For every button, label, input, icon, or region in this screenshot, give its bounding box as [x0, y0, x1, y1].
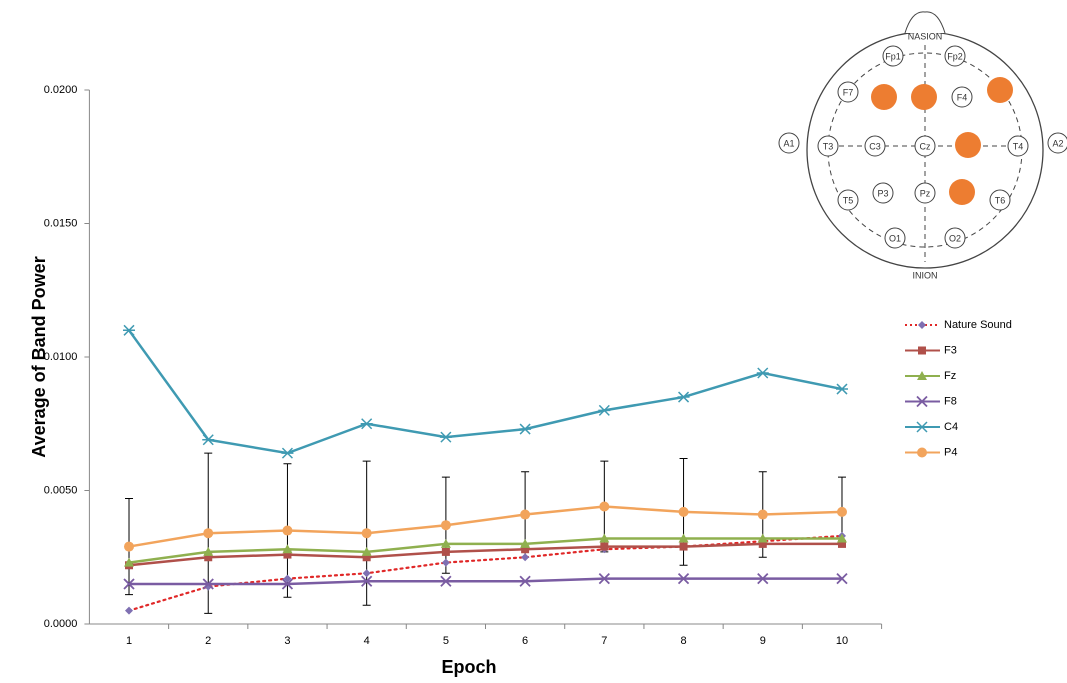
- x-tick-label: 9: [760, 635, 766, 647]
- x-tick-label: 7: [601, 635, 607, 647]
- electrode-label: O2: [949, 233, 961, 243]
- series-line: [129, 544, 842, 565]
- electrode-label: T3: [823, 141, 834, 151]
- series-line: [129, 507, 842, 547]
- chart: Average of Band Power Epoch 0.00000.0050…: [0, 0, 1067, 683]
- series-line: [129, 579, 842, 584]
- legend-label: P4: [944, 446, 957, 458]
- marker: [599, 502, 609, 512]
- electrode-label: T5: [843, 195, 854, 205]
- electrode-label: Fp1: [885, 51, 901, 61]
- y-tick-label: 0.0200: [44, 84, 78, 96]
- electrode-label: A2: [1052, 138, 1063, 148]
- legend-label: C4: [944, 421, 958, 433]
- legend-label: F3: [944, 344, 957, 356]
- marker: [837, 507, 847, 517]
- marker: [598, 405, 610, 415]
- marker: [917, 448, 927, 458]
- electrode-label: T4: [1013, 141, 1024, 151]
- electrode-label: C3: [869, 141, 881, 151]
- x-tick-label: 3: [284, 635, 290, 647]
- nasion-label: NASION: [908, 31, 943, 41]
- marker: [125, 607, 133, 615]
- marker: [442, 548, 450, 556]
- legend-label: Fz: [944, 370, 956, 382]
- marker: [203, 528, 213, 538]
- marker: [520, 510, 530, 520]
- x-tick-label: 1: [126, 635, 132, 647]
- active-electrode: [911, 84, 937, 110]
- inion-label: INION: [912, 270, 937, 280]
- marker: [918, 321, 926, 329]
- marker: [440, 432, 452, 442]
- marker: [202, 435, 214, 445]
- marker: [757, 368, 769, 378]
- electrode-label: F7: [843, 87, 854, 97]
- y-tick-label: 0.0100: [44, 351, 78, 363]
- active-electrode: [949, 179, 975, 205]
- legend-label: Nature Sound: [944, 319, 1012, 331]
- x-tick-label: 4: [364, 635, 370, 647]
- x-tick-label: 10: [836, 635, 848, 647]
- marker: [361, 419, 373, 429]
- marker: [521, 553, 529, 561]
- marker: [441, 520, 451, 530]
- marker: [679, 507, 689, 517]
- y-tick-label: 0.0150: [44, 217, 78, 229]
- marker: [281, 448, 293, 458]
- active-electrode: [871, 84, 897, 110]
- electrode-label: T6: [995, 195, 1006, 205]
- electrode-label: A1: [783, 138, 794, 148]
- marker: [519, 424, 531, 434]
- electrode-label: Fp2: [947, 51, 963, 61]
- marker: [124, 542, 134, 552]
- y-tick-label: 0.0050: [44, 484, 78, 496]
- series-line: [129, 536, 842, 611]
- electrode-label: Cz: [920, 141, 931, 151]
- marker: [678, 392, 690, 402]
- marker: [836, 384, 848, 394]
- active-electrode: [987, 77, 1013, 103]
- marker: [680, 543, 688, 551]
- marker: [918, 347, 926, 355]
- x-axis-title: Epoch: [441, 657, 496, 677]
- electrode-label: P3: [877, 188, 888, 198]
- series-line: [129, 330, 842, 453]
- marker: [600, 543, 608, 551]
- y-tick-label: 0.0000: [44, 618, 78, 630]
- marker: [758, 510, 768, 520]
- marker: [363, 569, 371, 577]
- electrode-label: F4: [957, 92, 968, 102]
- x-tick-label: 8: [680, 635, 686, 647]
- legend-label: F8: [944, 395, 957, 407]
- marker: [362, 528, 372, 538]
- electrodes: Fp1 Fp2 F7 F4 A1 T3 C3 Cz T4 A2 T5 P3 Pz T6 O1 O2: [779, 46, 1067, 248]
- x-tick-label: 6: [522, 635, 528, 647]
- x-tick-label: 2: [205, 635, 211, 647]
- marker: [916, 422, 928, 432]
- electrode-label: O1: [889, 233, 901, 243]
- marker: [282, 526, 292, 536]
- active-electrode: [955, 132, 981, 158]
- marker: [442, 559, 450, 567]
- electrode-label: Pz: [920, 188, 931, 198]
- marker: [123, 325, 135, 335]
- x-tick-label: 5: [443, 635, 449, 647]
